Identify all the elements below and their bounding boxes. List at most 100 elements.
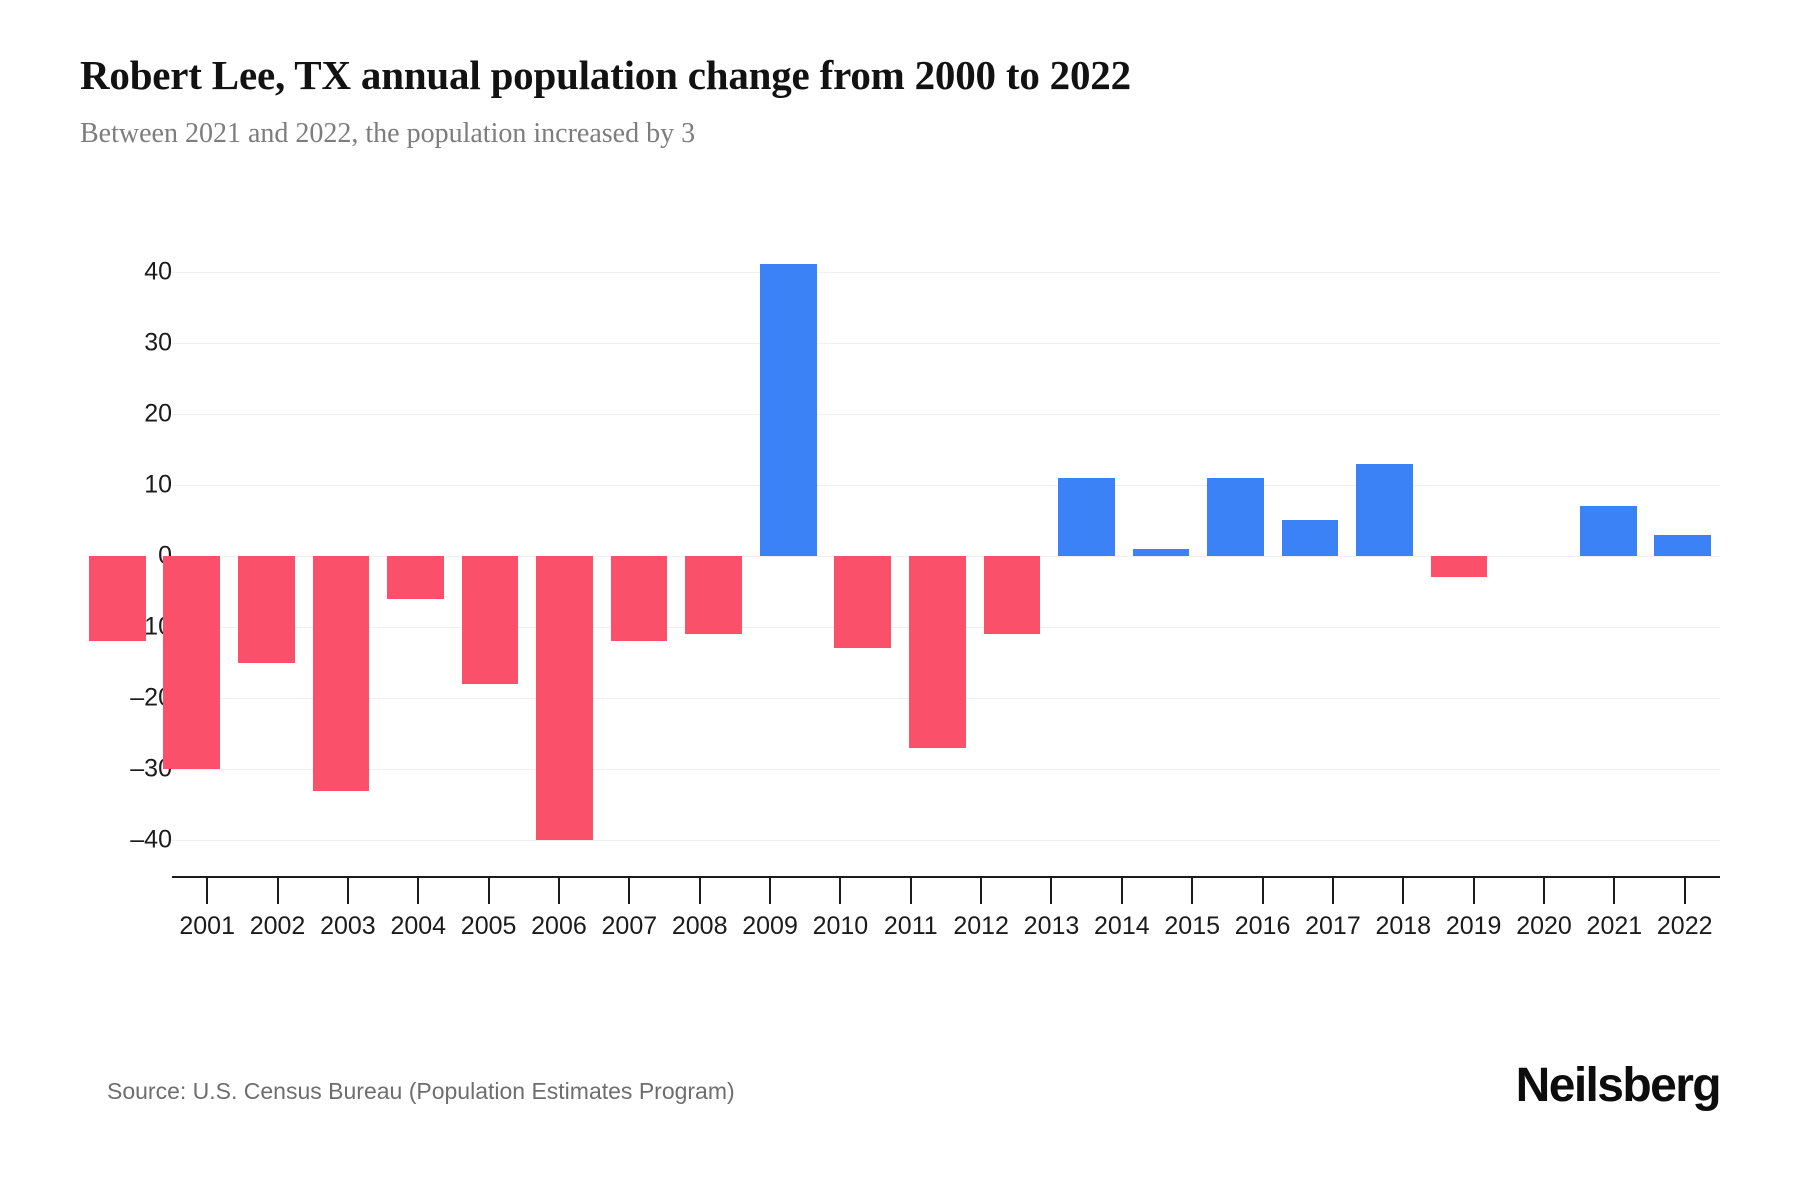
bar-2019[interactable]: [1430, 556, 1488, 578]
bar-2013[interactable]: [983, 556, 1041, 635]
bar-2004[interactable]: [312, 556, 370, 791]
bar-2017[interactable]: [1281, 520, 1339, 556]
x-axis-label: 2004: [390, 912, 447, 940]
x-axis-label-slot: 2004: [383, 912, 453, 941]
x-axis-tick: [735, 878, 805, 904]
x-axis-label: 2015: [1164, 912, 1221, 940]
x-axis-label: 2005: [460, 912, 517, 940]
x-axis-tick-mark: [1050, 878, 1053, 904]
gridline: [172, 342, 1720, 344]
bar-slot: [527, 236, 602, 876]
x-axis-label: 2021: [1586, 912, 1643, 940]
x-axis-label: 2003: [320, 912, 376, 940]
x-axis-label-slot: 2010: [805, 912, 875, 941]
bar-slot: [676, 236, 751, 876]
x-axis-tick: [242, 878, 312, 904]
x-axis-tick-mark: [909, 878, 912, 904]
bar-2006[interactable]: [461, 556, 519, 684]
x-axis-label-slot: 2001: [172, 912, 242, 941]
x-axis-label: 2009: [742, 912, 798, 940]
bar-2002[interactable]: [163, 556, 221, 770]
x-axis-label: 2012: [953, 912, 1009, 940]
x-axis-tick: [805, 878, 875, 904]
bar-2011[interactable]: [834, 556, 892, 649]
x-axis-label: 2022: [1656, 912, 1713, 940]
x-axis-tick-mark: [346, 878, 349, 904]
gridline: [172, 484, 1720, 486]
bar-slot: [1496, 236, 1571, 876]
bar-2008[interactable]: [610, 556, 668, 642]
x-axis-tick: [1368, 878, 1438, 904]
bar-slot: [1645, 236, 1720, 876]
x-axis-tick-mark: [628, 878, 631, 904]
x-axis-tick-mark: [769, 878, 772, 904]
x-axis-label: 2002: [249, 912, 306, 940]
x-axis-label-slot: 2018: [1368, 912, 1438, 941]
x-axis-label-slot: 2017: [1298, 912, 1368, 941]
x-axis-label: 2014: [1094, 912, 1150, 940]
bar-2001[interactable]: [88, 556, 146, 642]
bar-2010[interactable]: [759, 264, 817, 556]
x-axis-label-slot: 2012: [946, 912, 1016, 941]
x-axis-label: 2001: [179, 912, 235, 940]
x-axis-tick: [1438, 878, 1508, 904]
bar-2009[interactable]: [685, 556, 742, 635]
x-axis-label: 2016: [1234, 912, 1291, 940]
x-axis-tick: [1016, 878, 1086, 904]
x-axis-tick-mark: [557, 878, 560, 904]
bar-slot: [80, 236, 155, 876]
bar-2016[interactable]: [1207, 477, 1264, 556]
bar-slot: [900, 236, 975, 876]
bar-slot: [825, 236, 900, 876]
x-axis-label-slot: 2009: [735, 912, 805, 941]
source-note: Source: U.S. Census Bureau (Population E…: [107, 1078, 735, 1104]
bar-2021[interactable]: [1579, 506, 1637, 556]
x-axis-label-slot: 2015: [1157, 912, 1227, 941]
chart-header: Robert Lee, TX annual population change …: [80, 52, 1680, 151]
x-axis-label: 2017: [1305, 912, 1361, 940]
bar-2003[interactable]: [238, 556, 295, 663]
x-axis-label: 2013: [1023, 912, 1080, 940]
x-axis-tick-mark: [417, 878, 420, 904]
bar-2007[interactable]: [536, 556, 593, 841]
x-axis-tick: [1579, 878, 1649, 904]
y-axis-tick-label: 40: [144, 257, 172, 286]
x-axis-tick: [1650, 878, 1720, 904]
x-axis-tick-mark: [1613, 878, 1616, 904]
bar-2018[interactable]: [1356, 463, 1413, 556]
page-subtitle: Between 2021 and 2022, the population in…: [80, 118, 696, 150]
x-axis-label-slot: 2005: [453, 912, 523, 941]
y-axis-tick-label: –40: [130, 825, 172, 854]
bar-2022[interactable]: [1654, 534, 1712, 556]
y-axis-tick-label: 30: [144, 328, 172, 357]
page-title: Robert Lee, TX annual population change …: [80, 52, 1131, 98]
x-axis-label: 2007: [601, 912, 658, 940]
x-axis-tick: [665, 878, 735, 904]
bar-series: [80, 236, 1720, 876]
x-axis-tick: [313, 878, 383, 904]
bar-slot: [975, 236, 1050, 876]
bar-slot: [1198, 236, 1273, 876]
x-axis-tick: [1157, 878, 1227, 904]
x-axis-label-slot: 2014: [1087, 912, 1157, 941]
bar-2005[interactable]: [387, 556, 444, 599]
x-axis-tick: [1509, 878, 1579, 904]
bar-2014[interactable]: [1058, 477, 1115, 556]
x-axis-tick-mark: [980, 878, 983, 904]
bar-2015[interactable]: [1132, 548, 1190, 556]
x-axis-tick: [524, 878, 594, 904]
x-axis-tick: [1227, 878, 1297, 904]
x-axis-label: 2018: [1375, 912, 1432, 940]
x-axis-tick-mark: [1472, 878, 1475, 904]
x-axis-line: [172, 876, 1720, 878]
bar-slot: [304, 236, 379, 876]
bar-2012[interactable]: [908, 556, 966, 748]
bar-slot: [602, 236, 677, 876]
bar-slot: [1422, 236, 1497, 876]
x-axis-tick-mark: [1543, 878, 1545, 904]
x-axis-tick: [172, 878, 242, 904]
bar-slot: [453, 236, 528, 876]
x-axis-label-slot: 2022: [1650, 912, 1720, 941]
x-axis-label: 2019: [1445, 912, 1502, 940]
x-axis-tick: [946, 878, 1016, 904]
